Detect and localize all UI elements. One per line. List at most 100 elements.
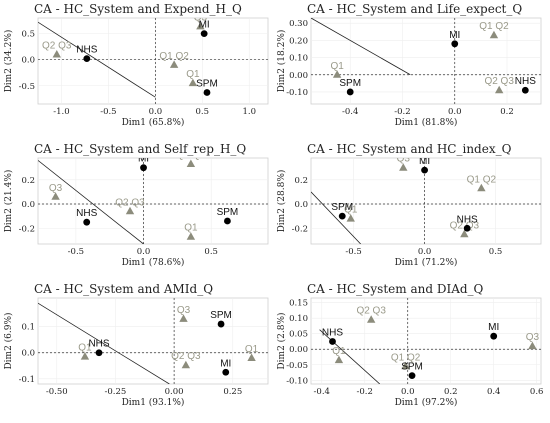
y-tick-label: 0.0 (21, 200, 35, 210)
column-point-label: Q1 (184, 223, 198, 234)
column-point-label: Q1 (245, 344, 259, 355)
column-point-label: Q1 (344, 205, 358, 216)
ca-panel: CA - HC_System and DIAd_Q Q2 Q3 Q3 Q1 Q1 Q2 M… (276, 282, 543, 408)
column-point (332, 70, 342, 78)
plot-area (37, 17, 269, 105)
data-layer: Q1 Q2 Q1 Q2 Q3 MI SPM NHS (311, 18, 541, 104)
separator-line (38, 160, 144, 244)
panel-title: CA - HC_System and DIAd_Q (307, 282, 484, 296)
x-tick-label: 0.5 (196, 107, 210, 117)
x-tick-label: 0.0 (418, 247, 432, 257)
row-point-label: SPM (210, 310, 232, 321)
column-point (179, 314, 188, 322)
row-point-label: SPM (196, 79, 218, 90)
row-point (421, 166, 428, 174)
row-point-label: SPM (339, 78, 361, 89)
row-point-label: MI (199, 20, 210, 31)
y-axis-title: Dim2 (21.4%) (3, 170, 14, 233)
data-layer: Q3 Q1 Q2 Q1 Q2 Q3 MI SPM NHS (311, 154, 541, 244)
separator-line (38, 21, 156, 98)
panel-title: CA - HC_System and Life_expect_Q (307, 2, 522, 16)
x-tick-label: 0.0 (137, 247, 151, 257)
ca-panel: CA - HC_System and Life_expect_QQ1 Q2Q1Q… (276, 2, 542, 128)
column-point (399, 163, 408, 171)
y-axis-title: Dim2 (28.8%) (276, 170, 287, 233)
y-tick-label: 0.15 (289, 299, 308, 309)
y-tick-label: 0.30 (289, 19, 308, 29)
x-tick-label: -0.2 (394, 107, 410, 117)
separator-line (38, 302, 170, 384)
column-point-label: Q2 Q3 (356, 306, 386, 317)
x-tick-label: -0.2 (357, 387, 373, 397)
column-point-label: Q1 Q2 (159, 51, 189, 62)
x-tick-label: 0.0 (448, 107, 462, 117)
row-point-label: SPM (217, 207, 239, 218)
row-point (140, 164, 147, 172)
column-point-label: Q1 Q2 (467, 174, 497, 185)
row-point-label: NHS (76, 45, 97, 56)
x-tick-label: -1.0 (53, 107, 69, 117)
y-tick-label: 0.0 (21, 349, 35, 359)
separator-line (319, 329, 381, 384)
y-tick-label: 0.10 (289, 54, 308, 64)
y-tick-label: -0.2 (292, 224, 308, 234)
ca-panel: CA - HC_System and AMId_Q Q3 Q1 Q2 Q3 Q1 SPM N… (3, 282, 269, 408)
column-point-label: Q2 Q3 (42, 40, 72, 51)
panel-title: CA - HC_System and Expend_H_Q (34, 2, 242, 16)
column-point-label: Q1 (330, 61, 344, 72)
column-point-label: Q2 Q3 (115, 197, 145, 208)
column-point (51, 192, 60, 200)
panel-title: CA - HC_System and Self_rep_H_Q (34, 142, 246, 156)
row-point (203, 89, 211, 96)
row-point-label: NHS (457, 214, 478, 225)
data-layer: Q2 Q3 Q3 Q1 Q2 Q1 NHS MI SPM (38, 18, 268, 104)
plot-area (310, 297, 542, 385)
column-point (169, 60, 179, 68)
x-axis-title: Dim1 (65.8%) (122, 117, 185, 128)
column-point-label: Q2 Q3 (450, 220, 480, 231)
y-tick-label: 0.05 (289, 330, 308, 340)
x-tick-label: 0.0 (401, 387, 415, 397)
row-point (490, 332, 498, 340)
row-point (451, 40, 459, 48)
column-point (181, 360, 191, 369)
row-point (200, 30, 208, 38)
row-point (83, 218, 91, 226)
column-point-label: Q1 (78, 343, 92, 354)
y-axis-title: Dim2 (2.8%) (276, 312, 287, 369)
column-point (186, 159, 196, 168)
row-point (521, 86, 529, 94)
x-tick-label: 1.0 (242, 107, 256, 117)
column-point (489, 30, 499, 39)
column-point (346, 214, 355, 222)
row-point-label: SPM (401, 362, 423, 373)
x-tick-label: -0.4 (314, 387, 330, 397)
x-tick-label: -0.5 (68, 247, 84, 257)
y-tick-label: 0.00 (289, 345, 308, 355)
x-axis-title: Dim1 (71.2%) (395, 257, 458, 268)
x-axis-title: Dim1 (78.6%) (122, 257, 185, 268)
row-point-label: NHS (322, 327, 343, 338)
y-tick-label: -0.1 (19, 375, 35, 385)
panel-title: CA - HC_System and HC_index_Q (307, 142, 512, 156)
row-point (222, 368, 230, 376)
column-point (401, 361, 410, 370)
row-point-label: SPM (331, 202, 353, 213)
column-point (80, 352, 90, 360)
x-axis-title: Dim1 (81.8%) (395, 117, 458, 128)
x-tick-label: 0.2 (444, 387, 458, 397)
x-tick-label: 0.5 (489, 247, 503, 257)
x-tick-label: 0.2 (500, 107, 514, 117)
panel-title: CA - HC_System and AMId_Q (34, 282, 213, 296)
x-tick-label: 0.4 (487, 387, 501, 397)
column-point-label: Q2 Q3 (484, 76, 514, 87)
plot-area (37, 157, 269, 245)
column-point-label: Q3 (397, 154, 411, 165)
x-tick-label: -0.4 (342, 107, 358, 117)
column-point-label: Q3 (177, 305, 191, 316)
column-point-label: Q1 (186, 69, 200, 80)
row-point (408, 372, 416, 380)
data-layer: Q1 Q2 Q3 Q2 Q3 Q1 MI NHS SPM (38, 158, 268, 244)
y-tick-label: -0.5 (19, 82, 35, 92)
